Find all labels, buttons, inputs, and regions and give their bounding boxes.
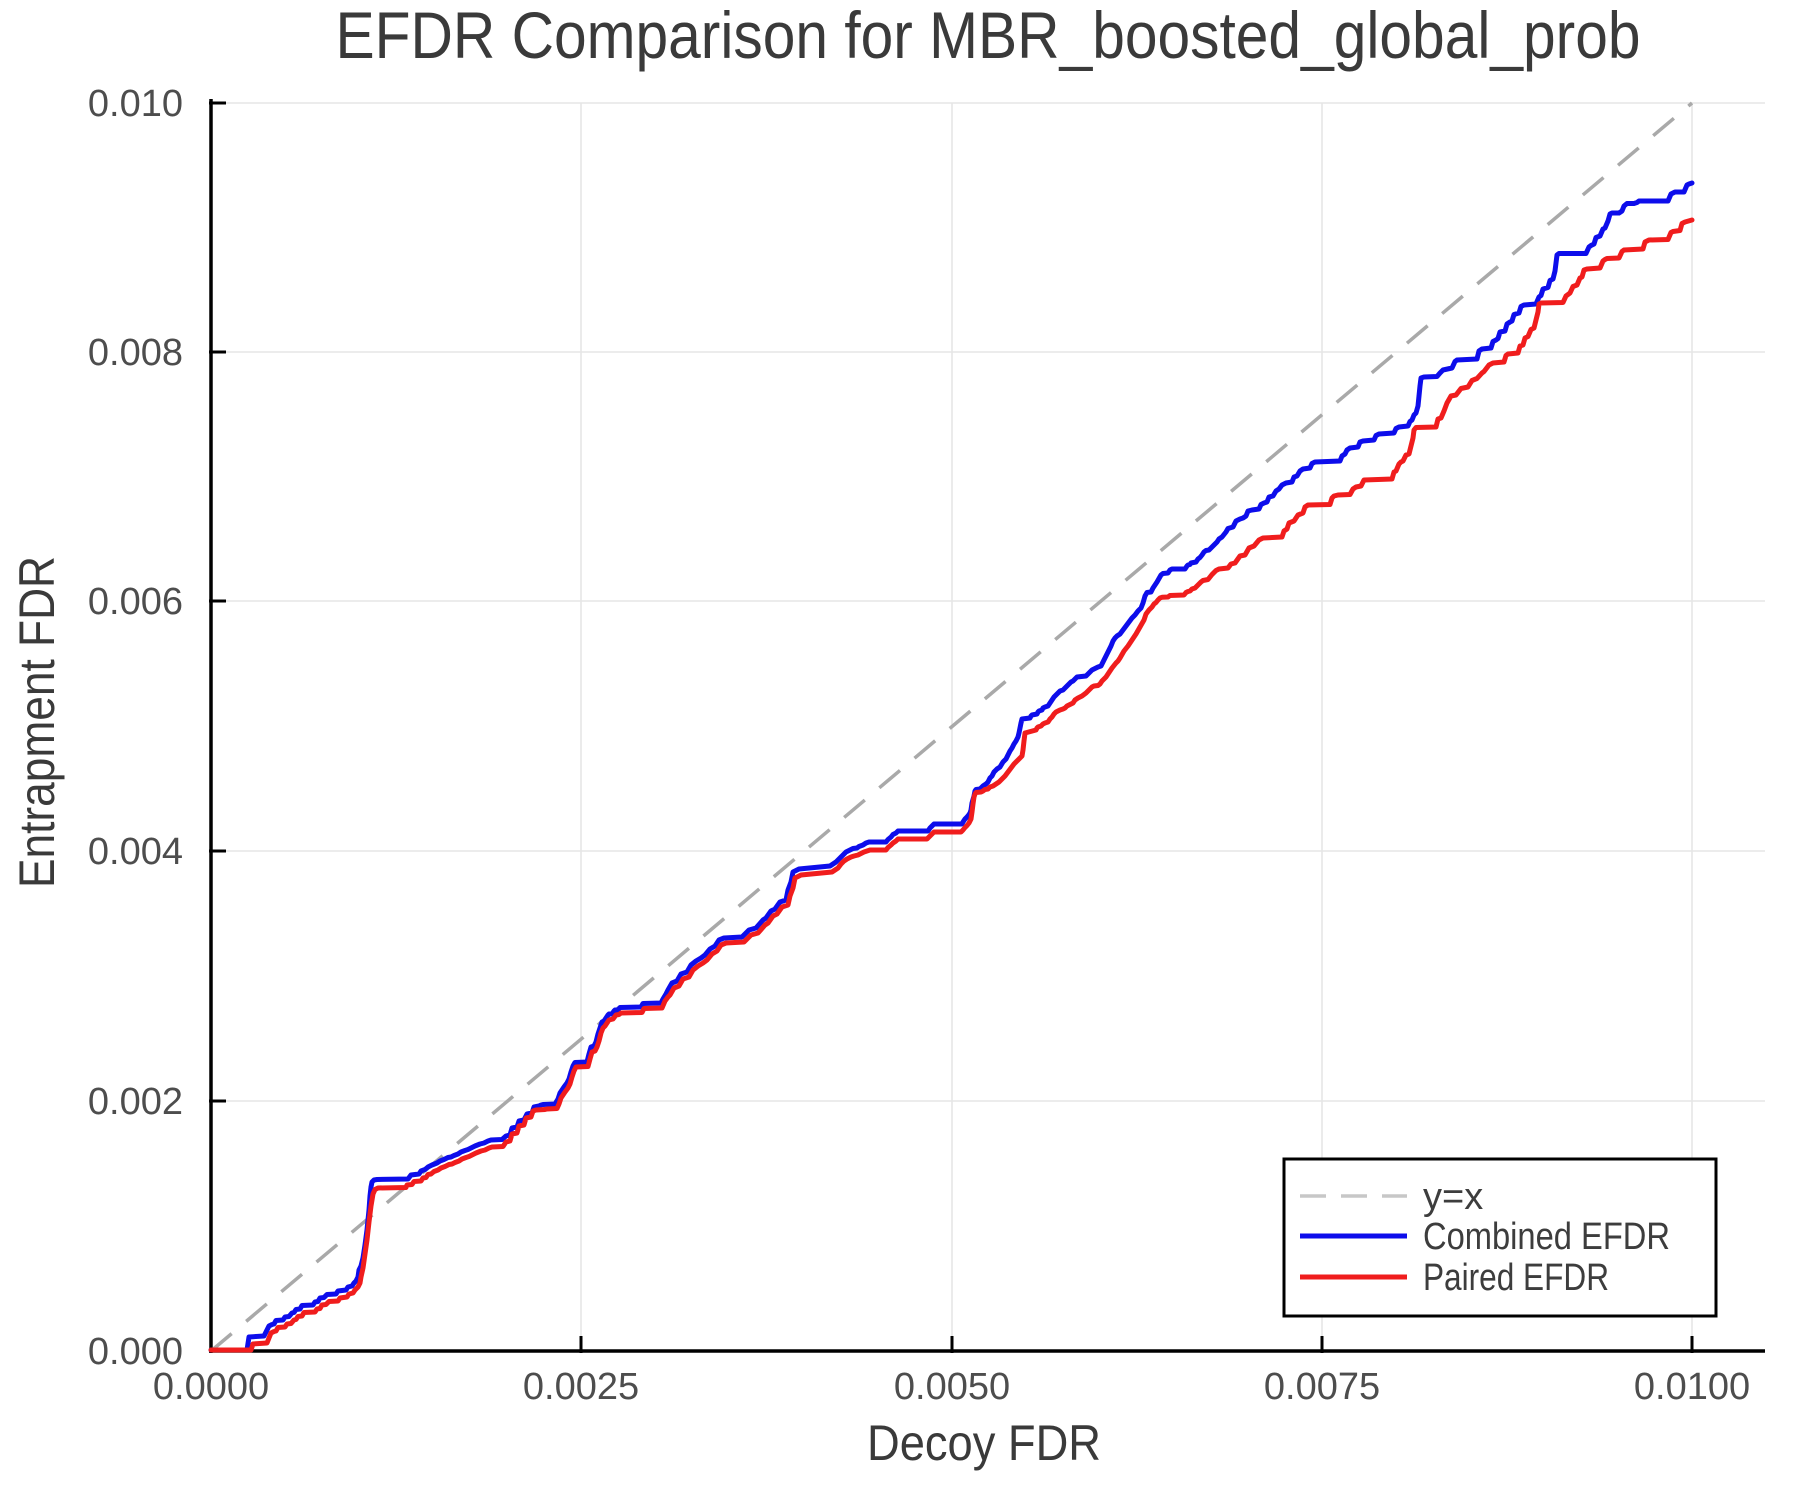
svg-text:y=x: y=x: [1423, 1176, 1483, 1218]
svg-text:Decoy FDR: Decoy FDR: [867, 1415, 1101, 1471]
svg-text:0.0025: 0.0025: [523, 1366, 639, 1408]
svg-text:0.0100: 0.0100: [1634, 1366, 1750, 1408]
svg-text:0.0050: 0.0050: [894, 1366, 1010, 1408]
svg-text:0.010: 0.010: [88, 83, 183, 125]
svg-text:Combined EFDR: Combined EFDR: [1423, 1216, 1670, 1258]
svg-text:0.0000: 0.0000: [153, 1366, 269, 1408]
svg-text:0.002: 0.002: [88, 1081, 183, 1123]
svg-text:Paired EFDR: Paired EFDR: [1423, 1257, 1609, 1299]
svg-text:Entrapment FDR: Entrapment FDR: [9, 556, 65, 888]
svg-text:EFDR Comparison for MBR_booste: EFDR Comparison for MBR_boosted_global_p…: [336, 0, 1641, 72]
svg-text:0.006: 0.006: [88, 581, 183, 623]
svg-text:0.004: 0.004: [88, 831, 183, 873]
svg-text:0.000: 0.000: [88, 1331, 183, 1373]
svg-text:0.0075: 0.0075: [1264, 1366, 1380, 1408]
svg-text:0.008: 0.008: [88, 332, 183, 374]
